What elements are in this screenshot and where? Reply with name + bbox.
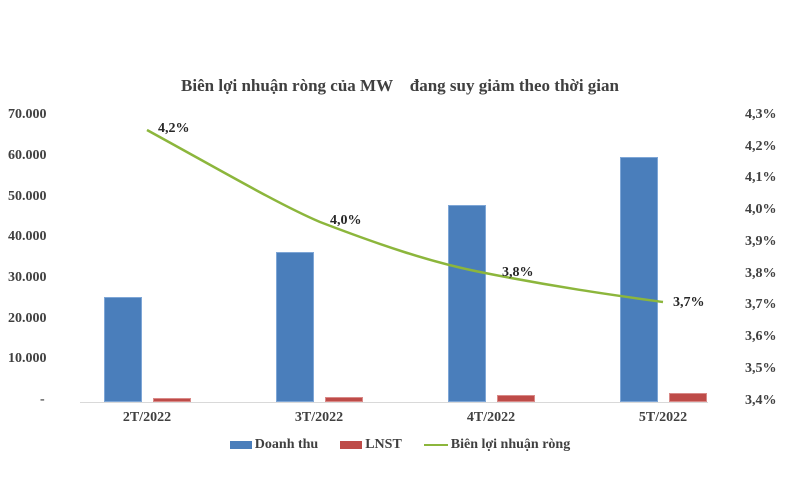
- chart-title: Biên lợi nhuận ròng của MW đang suy giảm…: [181, 76, 619, 95]
- bar-lnst-4t: [497, 395, 535, 402]
- left-axis-tick: 10.000: [8, 351, 47, 366]
- legend-swatch-icon: [340, 441, 363, 449]
- bar-doanh-thu-3t: [276, 252, 314, 402]
- right-axis-tick: 3,7%: [745, 297, 777, 312]
- legend-item-doanh-thu: Doanh thu: [229, 437, 319, 453]
- left-axis-tick: 40.000: [8, 229, 47, 244]
- point-label: 4,0%: [330, 213, 362, 228]
- point-label: 3,8%: [502, 265, 534, 280]
- bar-doanh-thu-4t: [448, 205, 486, 402]
- legend-label: LNST: [365, 437, 402, 452]
- left-axis-tick: 70.000: [8, 107, 47, 122]
- bar-lnst-3t: [325, 397, 363, 402]
- right-axis-tick: 3,9%: [745, 234, 777, 249]
- right-axis-tick: 3,8%: [745, 266, 777, 281]
- legend-label: Biên lợi nhuận ròng: [450, 437, 571, 452]
- right-axis-tick: 3,6%: [745, 329, 777, 344]
- x-axis-line: [80, 402, 708, 403]
- right-axis-tick: 4,2%: [745, 139, 777, 154]
- bar-lnst-2t: [153, 398, 191, 402]
- right-axis-tick: 3,5%: [745, 361, 777, 376]
- left-axis-tick: 50.000: [8, 189, 47, 204]
- x-axis-tick: 4T/2022: [466, 410, 516, 425]
- left-axis-tick: 60.000: [8, 148, 47, 163]
- point-label: 3,7%: [673, 295, 705, 310]
- right-axis-tick: 4,1%: [745, 170, 777, 185]
- x-axis-tick: 5T/2022: [638, 410, 688, 425]
- legend-item-bien-loi-nhuan: Biên lợi nhuận ròng: [423, 437, 571, 453]
- bar-doanh-thu-2t: [104, 297, 142, 402]
- legend-line-icon: [423, 444, 448, 446]
- right-axis-tick: 4,0%: [745, 202, 777, 217]
- right-axis-tick: 3,4%: [745, 393, 777, 408]
- x-axis-tick: 3T/2022: [294, 410, 344, 425]
- left-axis-tick: 30.000: [8, 270, 47, 285]
- legend: Doanh thu LNST Biên lợi nhuận ròng: [0, 437, 800, 453]
- left-axis-tick: -: [40, 392, 45, 407]
- right-axis-tick: 4,3%: [745, 107, 777, 122]
- x-axis-tick: 2T/2022: [122, 410, 172, 425]
- point-label: 4,2%: [158, 121, 190, 136]
- legend-item-lnst: LNST: [340, 437, 402, 453]
- legend-swatch-icon: [229, 441, 252, 449]
- left-axis-tick: 20.000: [8, 311, 47, 326]
- bar-lnst-5t: [669, 393, 707, 402]
- bar-doanh-thu-5t: [620, 157, 658, 402]
- legend-label: Doanh thu: [254, 437, 319, 452]
